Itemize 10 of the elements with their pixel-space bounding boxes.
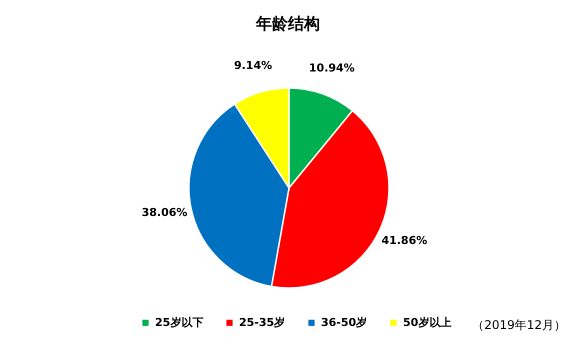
chart-title: 年龄结构 xyxy=(255,14,320,33)
data-label: 10.94% xyxy=(308,61,355,74)
legend-label: 25岁以下 xyxy=(155,316,204,329)
legend-label: 25-35岁 xyxy=(239,316,286,329)
data-label: 9.14% xyxy=(234,59,272,72)
data-label: 41.86% xyxy=(381,234,428,248)
legend-label: 50岁以上 xyxy=(403,316,452,329)
data-label: 38.06% xyxy=(142,206,188,220)
text: （2019年12月） xyxy=(472,318,566,332)
legend-label: 36-50岁 xyxy=(321,316,368,329)
